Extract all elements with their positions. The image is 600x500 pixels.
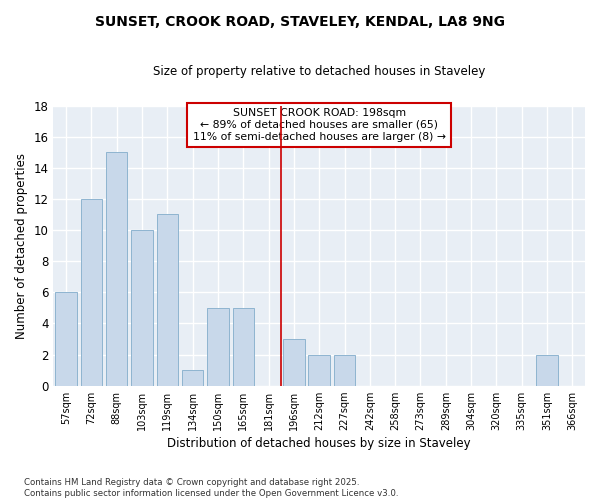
Bar	[207, 308, 229, 386]
Text: Contains HM Land Registry data © Crown copyright and database right 2025.
Contai: Contains HM Land Registry data © Crown c…	[24, 478, 398, 498]
Bar	[157, 214, 178, 386]
Bar	[308, 354, 330, 386]
Bar	[106, 152, 127, 386]
Bar	[233, 308, 254, 386]
Bar	[283, 339, 305, 386]
Title: Size of property relative to detached houses in Staveley: Size of property relative to detached ho…	[153, 65, 485, 78]
Bar	[536, 354, 558, 386]
Y-axis label: Number of detached properties: Number of detached properties	[15, 152, 28, 338]
Bar	[182, 370, 203, 386]
Bar	[334, 354, 355, 386]
Bar	[131, 230, 153, 386]
Text: SUNSET, CROOK ROAD, STAVELEY, KENDAL, LA8 9NG: SUNSET, CROOK ROAD, STAVELEY, KENDAL, LA…	[95, 15, 505, 29]
Bar	[80, 199, 102, 386]
Text: SUNSET CROOK ROAD: 198sqm
← 89% of detached houses are smaller (65)
11% of semi-: SUNSET CROOK ROAD: 198sqm ← 89% of detac…	[193, 108, 446, 142]
Bar	[55, 292, 77, 386]
X-axis label: Distribution of detached houses by size in Staveley: Distribution of detached houses by size …	[167, 437, 471, 450]
